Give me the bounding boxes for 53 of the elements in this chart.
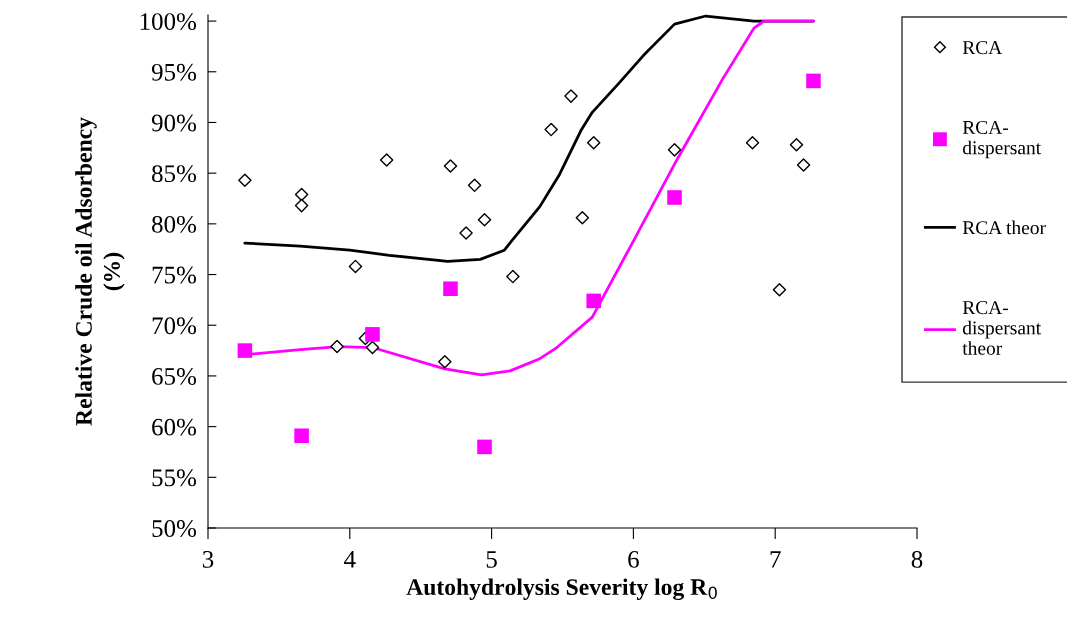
point <box>796 158 811 172</box>
point <box>365 327 380 342</box>
x-tick-label: 3 <box>202 551 214 568</box>
point <box>789 138 804 152</box>
legend-label: RCA-dispersant <box>962 120 1042 159</box>
point <box>379 153 394 167</box>
point <box>667 190 682 205</box>
y-tick-label: 90% <box>151 114 197 132</box>
x-tick-label: 6 <box>628 551 639 568</box>
point <box>443 159 458 173</box>
point <box>467 178 482 193</box>
point <box>586 135 601 150</box>
y-tick-label: 80% <box>152 215 197 233</box>
x-tick-label: 7 <box>770 551 781 568</box>
y-tick-label: 55% <box>152 469 197 487</box>
point <box>564 89 578 103</box>
point <box>438 354 452 369</box>
point <box>745 135 760 150</box>
x-tick-label: 8 <box>911 550 923 568</box>
legend-label: RCA-dispersant theor <box>962 301 1042 355</box>
point <box>772 282 787 297</box>
point <box>477 213 492 227</box>
point <box>544 122 558 137</box>
y-tick-label: 95% <box>151 63 197 81</box>
y-axis-title: Relative Crude oil Adsorbency (%) <box>75 117 125 426</box>
x-tick-label: 5 <box>486 551 497 568</box>
point <box>237 343 253 358</box>
point <box>477 439 492 455</box>
point <box>459 226 473 240</box>
point <box>506 269 520 284</box>
point <box>294 198 309 213</box>
x-axis-title: Autohydrolysis Severity log R$_{0}$ <box>406 578 717 601</box>
point <box>667 143 682 157</box>
y-tick-label: 75% <box>152 266 197 284</box>
point <box>575 211 590 225</box>
y-tick-label: 65% <box>152 367 197 385</box>
x-tick-label: 4 <box>344 551 356 568</box>
y-tick-label: 100% <box>140 13 197 31</box>
legend-label: RCA theor <box>962 220 1046 235</box>
point <box>348 259 363 274</box>
point <box>330 339 344 354</box>
point <box>238 173 252 188</box>
y-tick-label: 70% <box>152 317 197 335</box>
point <box>806 73 821 89</box>
y-tick-label: 50% <box>152 520 197 537</box>
point <box>365 340 380 355</box>
legend-label: RCA <box>962 41 1003 55</box>
point <box>294 187 309 202</box>
point <box>586 293 601 309</box>
y-tick-label: 85% <box>152 165 197 183</box>
point <box>443 281 458 297</box>
point <box>294 428 309 444</box>
y-tick-label: 60% <box>152 418 197 436</box>
